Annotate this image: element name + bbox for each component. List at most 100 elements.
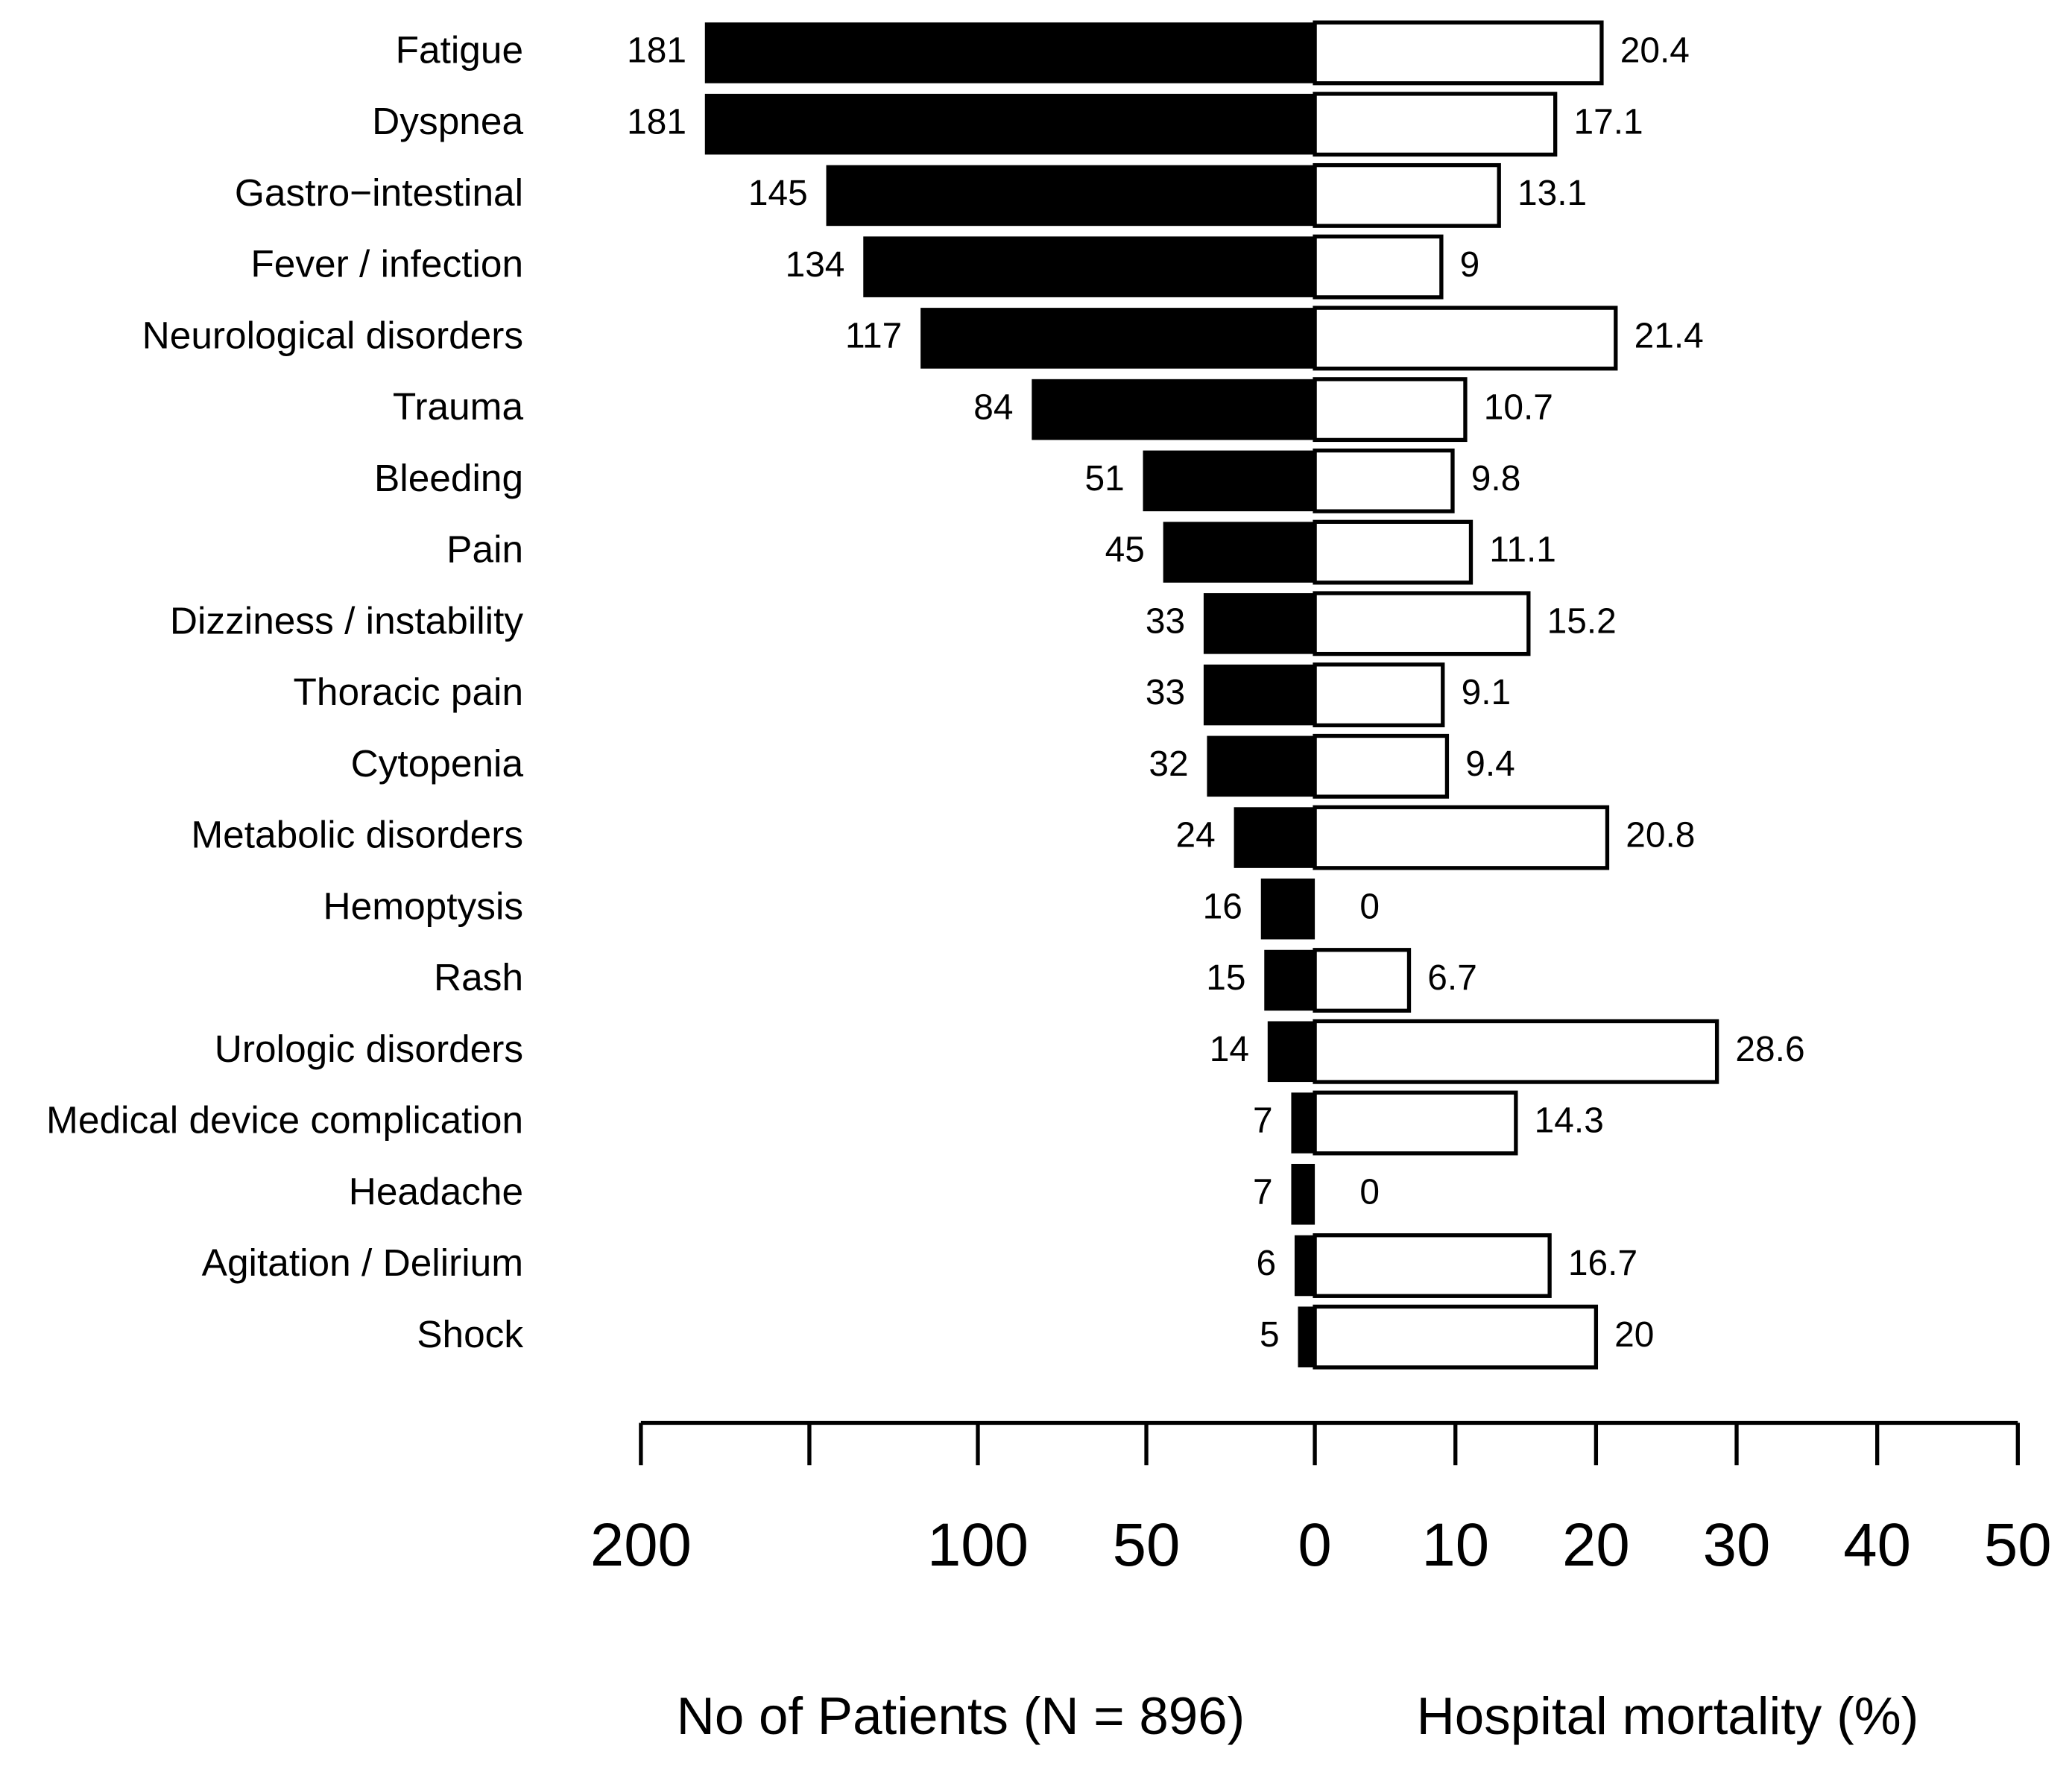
bar: [1313, 1233, 1552, 1298]
x-tick-label: 100: [927, 1511, 1029, 1579]
category-label: Medical device complication: [46, 1098, 523, 1142]
value-label: 14: [1210, 1030, 1249, 1069]
category-label: Neurological disorders: [142, 313, 523, 356]
bar: [1313, 591, 1531, 656]
bar: [1203, 593, 1315, 654]
value-label: 28.6: [1735, 1030, 1804, 1069]
category-label: Bleeding: [374, 456, 523, 499]
x-tick-label: 50: [1984, 1511, 2052, 1579]
value-label: 9.8: [1471, 459, 1521, 499]
bar: [1203, 664, 1315, 726]
value-label: 9.1: [1462, 673, 1512, 712]
x-tick-label: 50: [1113, 1511, 1181, 1579]
value-label: 6: [1257, 1244, 1277, 1283]
value-label: 15.2: [1547, 601, 1617, 641]
value-label: 84: [973, 387, 1013, 427]
value-label: 33: [1146, 601, 1185, 641]
category-label: Rash: [434, 955, 523, 999]
category-label: Metabolic disorders: [191, 813, 523, 856]
value-label: 0: [1359, 1172, 1380, 1212]
bar: [863, 236, 1315, 297]
category-label: Shock: [417, 1312, 523, 1355]
x-tick-label: 10: [1421, 1511, 1489, 1579]
category-label: Cytopenia: [351, 741, 524, 785]
bar: [1313, 448, 1455, 513]
value-label: 6.7: [1427, 958, 1477, 998]
bar: [1313, 1304, 1599, 1370]
bar: [1260, 879, 1315, 940]
bar: [1313, 162, 1501, 228]
bar: [704, 22, 1315, 83]
category-label: Pain: [446, 528, 523, 571]
value-label: 45: [1105, 531, 1145, 570]
value-label: 16.7: [1568, 1244, 1637, 1283]
bar: [920, 308, 1315, 369]
bar: [1313, 234, 1444, 300]
bar: [1267, 1021, 1315, 1083]
category-label: Headache: [349, 1169, 523, 1212]
x-tick-label: 30: [1703, 1511, 1771, 1579]
category-label: Trauma: [393, 385, 524, 428]
x-tick-label: 20: [1562, 1511, 1630, 1579]
value-label: 24: [1176, 816, 1216, 855]
bar: [1264, 949, 1315, 1011]
category-label: Fever / infection: [250, 242, 523, 285]
category-label: Agitation / Delirium: [202, 1241, 523, 1284]
bar: [1313, 92, 1558, 157]
category-label: Gastro−intestinal: [235, 171, 523, 214]
value-label: 32: [1149, 744, 1188, 784]
value-label: 17.1: [1573, 102, 1643, 142]
category-label: Hemoptysis: [323, 884, 524, 927]
bar: [1313, 306, 1618, 371]
value-label: 51: [1084, 459, 1124, 499]
bar: [1313, 1090, 1518, 1156]
bar: [826, 165, 1315, 227]
value-label: 20.8: [1626, 816, 1695, 855]
x-tick-label: 40: [1843, 1511, 1911, 1579]
value-label: 21.4: [1634, 317, 1704, 356]
value-label: 20.4: [1620, 31, 1690, 71]
category-label: Dyspnea: [372, 99, 523, 142]
bar: [1032, 379, 1315, 440]
value-label: 145: [748, 174, 808, 213]
value-label: 7: [1253, 1101, 1273, 1141]
x-tick-label: 200: [590, 1511, 692, 1579]
value-label: 33: [1146, 673, 1185, 712]
bar: [1313, 377, 1468, 443]
bar: [1234, 807, 1315, 868]
value-label: 0: [1359, 887, 1380, 926]
bar: [1313, 1019, 1719, 1084]
bar: [704, 93, 1315, 155]
bar: [1207, 735, 1315, 797]
bar: [1313, 20, 1604, 86]
value-label: 14.3: [1535, 1101, 1604, 1141]
bar: [1313, 662, 1445, 728]
value-label: 117: [845, 317, 902, 356]
category-label: Thoracic pain: [293, 670, 523, 713]
category-label: Dizziness / instability: [170, 598, 524, 642]
bar: [1291, 1163, 1315, 1225]
x-tick-label: 0: [1298, 1511, 1331, 1579]
category-label: Urologic disorders: [215, 1027, 523, 1070]
bar: [1143, 450, 1315, 512]
bar: [1313, 519, 1474, 585]
value-label: 11.1: [1489, 531, 1556, 570]
value-label: 20: [1614, 1315, 1654, 1355]
bar: [1313, 733, 1450, 799]
value-label: 181: [627, 31, 686, 71]
value-label: 9: [1460, 245, 1480, 285]
bar: [1291, 1092, 1315, 1154]
bar: [1313, 805, 1610, 870]
value-label: 134: [786, 245, 845, 285]
value-label: 13.1: [1517, 174, 1587, 213]
value-label: 181: [627, 102, 686, 142]
bar: [1313, 948, 1412, 1013]
value-label: 5: [1260, 1315, 1280, 1355]
axis-title: Hospital mortality (%): [1417, 1687, 1919, 1746]
value-label: 9.4: [1465, 744, 1515, 784]
value-label: 10.7: [1484, 387, 1553, 427]
bar: [1298, 1306, 1315, 1368]
bar: [1294, 1235, 1315, 1297]
